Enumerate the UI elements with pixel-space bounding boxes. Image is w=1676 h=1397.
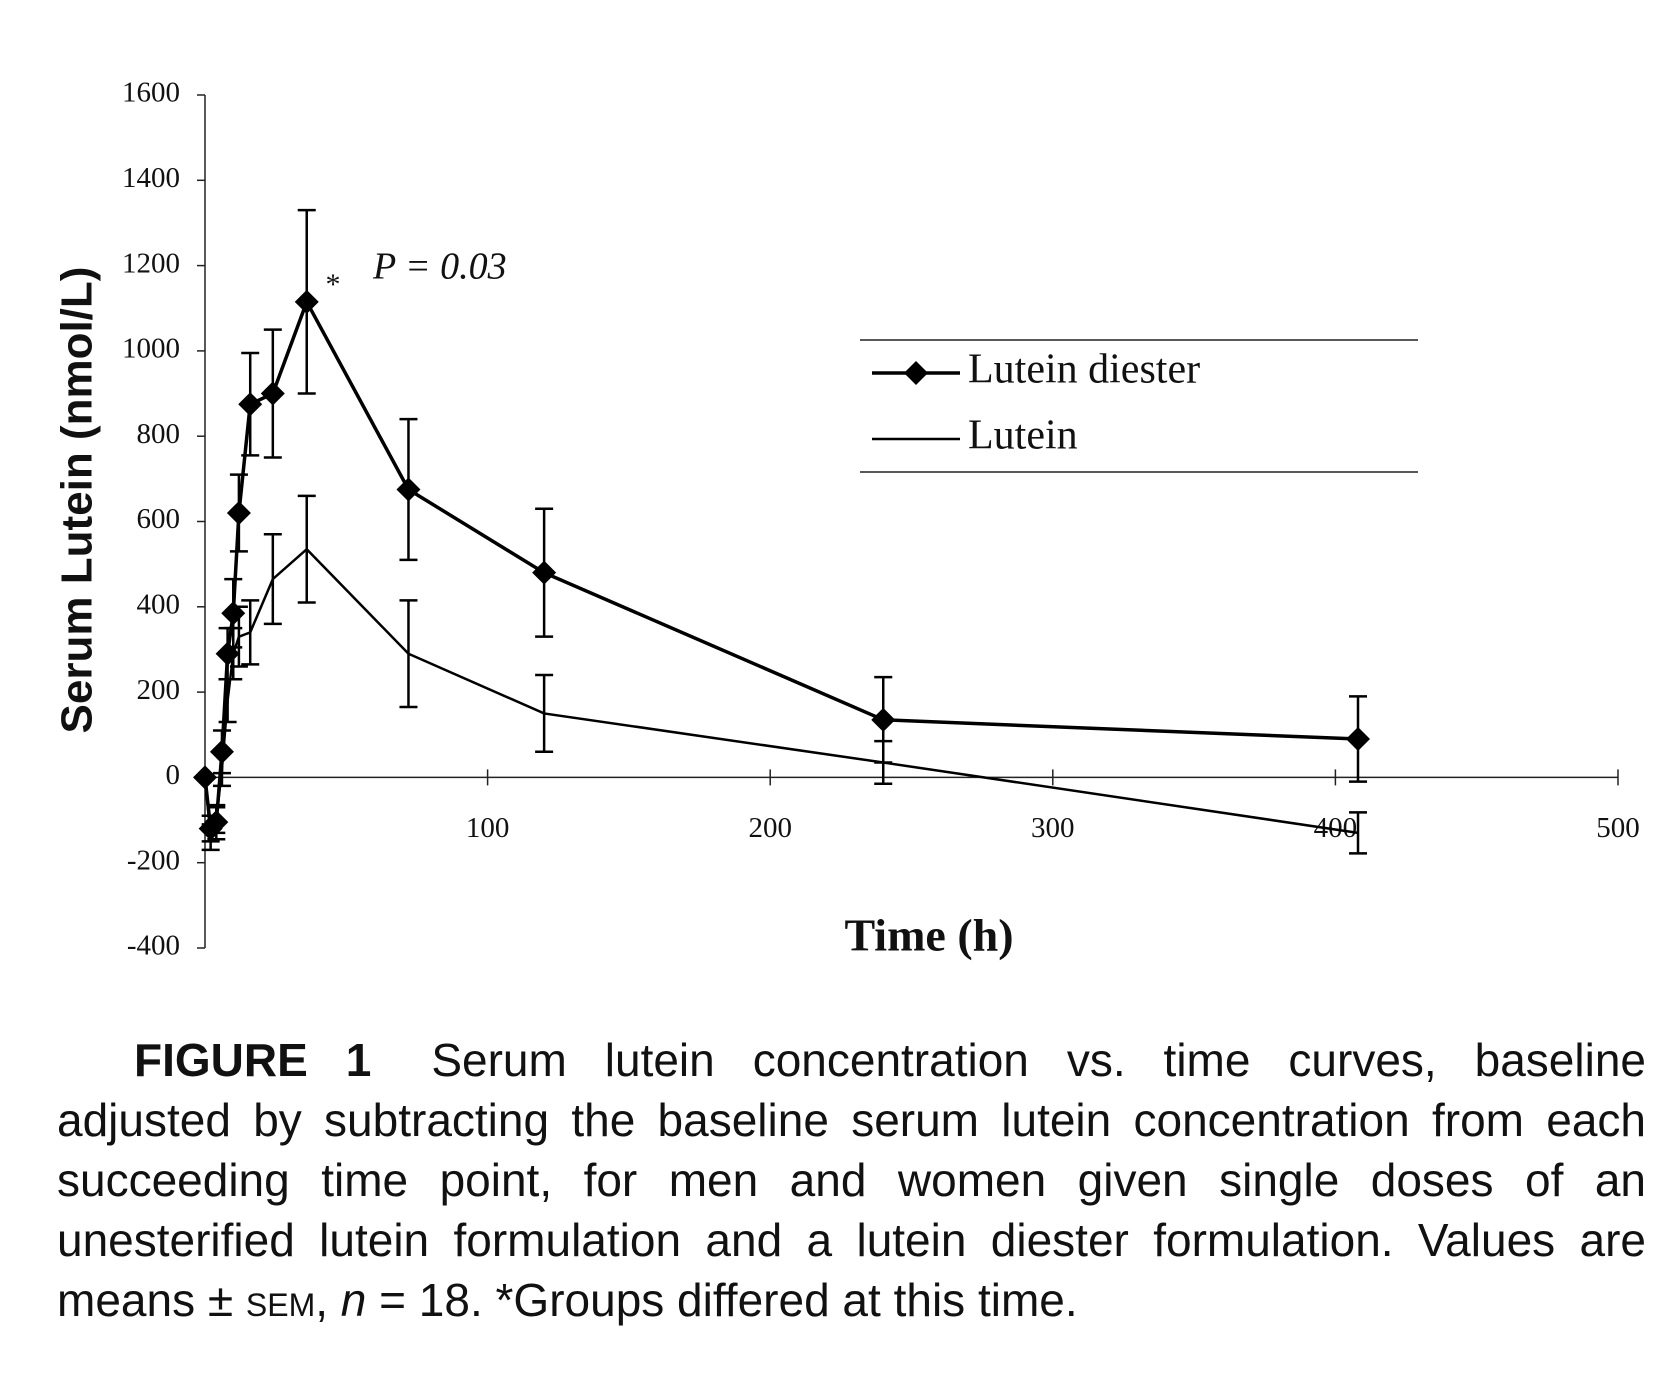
error-bar bbox=[297, 494, 316, 604]
legend-label: Lutein bbox=[968, 413, 1078, 459]
y-tick-label: 0 bbox=[166, 759, 181, 791]
caption-text: , bbox=[315, 1274, 341, 1326]
error-bar bbox=[218, 678, 237, 724]
y-tick-label: 1200 bbox=[122, 247, 180, 279]
x-tick-label: 100 bbox=[466, 812, 510, 844]
error-bar bbox=[1349, 811, 1368, 855]
caption-text: = 18. *Groups differed at this time. bbox=[366, 1274, 1078, 1326]
caption-text: Serum lutein concentration vs. time curv… bbox=[57, 1034, 1646, 1326]
y-tick-label: 1000 bbox=[122, 333, 180, 365]
y-tick-label: 400 bbox=[137, 588, 181, 620]
error-bar bbox=[241, 599, 260, 666]
y-tick-label: -400 bbox=[127, 930, 180, 962]
marker bbox=[238, 392, 263, 417]
marker bbox=[532, 560, 557, 585]
error-bar bbox=[399, 599, 418, 709]
y-tick-label: 800 bbox=[137, 418, 181, 450]
marker bbox=[396, 477, 421, 502]
x-tick-label: 200 bbox=[748, 812, 792, 844]
marker bbox=[294, 289, 319, 314]
marker bbox=[221, 601, 246, 626]
chart: Serum Lutein (nmol/L) Time (h) * P = 0.0… bbox=[53, 77, 1640, 962]
error-bar bbox=[229, 605, 248, 668]
error-bar bbox=[207, 806, 226, 835]
y-tick-label: 200 bbox=[137, 674, 181, 706]
error-bar bbox=[535, 673, 554, 754]
error-bar bbox=[874, 739, 893, 786]
x-axis-title: Time (h) bbox=[844, 910, 1013, 961]
y-tick-label: 600 bbox=[137, 503, 181, 535]
marker bbox=[1346, 727, 1371, 752]
x-tick-label: 300 bbox=[1031, 812, 1075, 844]
caption-n: n bbox=[340, 1274, 367, 1326]
error-bar bbox=[212, 750, 231, 788]
legend-marker bbox=[904, 361, 928, 385]
marker bbox=[226, 500, 251, 525]
y-tick-label: -200 bbox=[127, 844, 180, 876]
error-bar bbox=[263, 533, 282, 626]
y-axis-title: Serum Lutein (nmol/L) bbox=[53, 267, 102, 734]
annotation-p: P = 0.03 bbox=[372, 246, 507, 288]
series-line bbox=[203, 547, 1359, 838]
y-tick-label: 1400 bbox=[122, 162, 180, 194]
legend-label: Lutein diester bbox=[968, 347, 1200, 393]
marker bbox=[871, 707, 896, 732]
caption-label: FIGURE 1 bbox=[134, 1034, 372, 1086]
marker bbox=[260, 381, 285, 406]
x-tick-label: 500 bbox=[1596, 812, 1640, 844]
caption-sem: SEM bbox=[245, 1287, 316, 1323]
annotation-star: * bbox=[326, 268, 341, 301]
caption: FIGURE 1 Serum lutein concentration vs. t… bbox=[57, 1030, 1646, 1335]
y-tick-label: 1600 bbox=[122, 77, 180, 109]
